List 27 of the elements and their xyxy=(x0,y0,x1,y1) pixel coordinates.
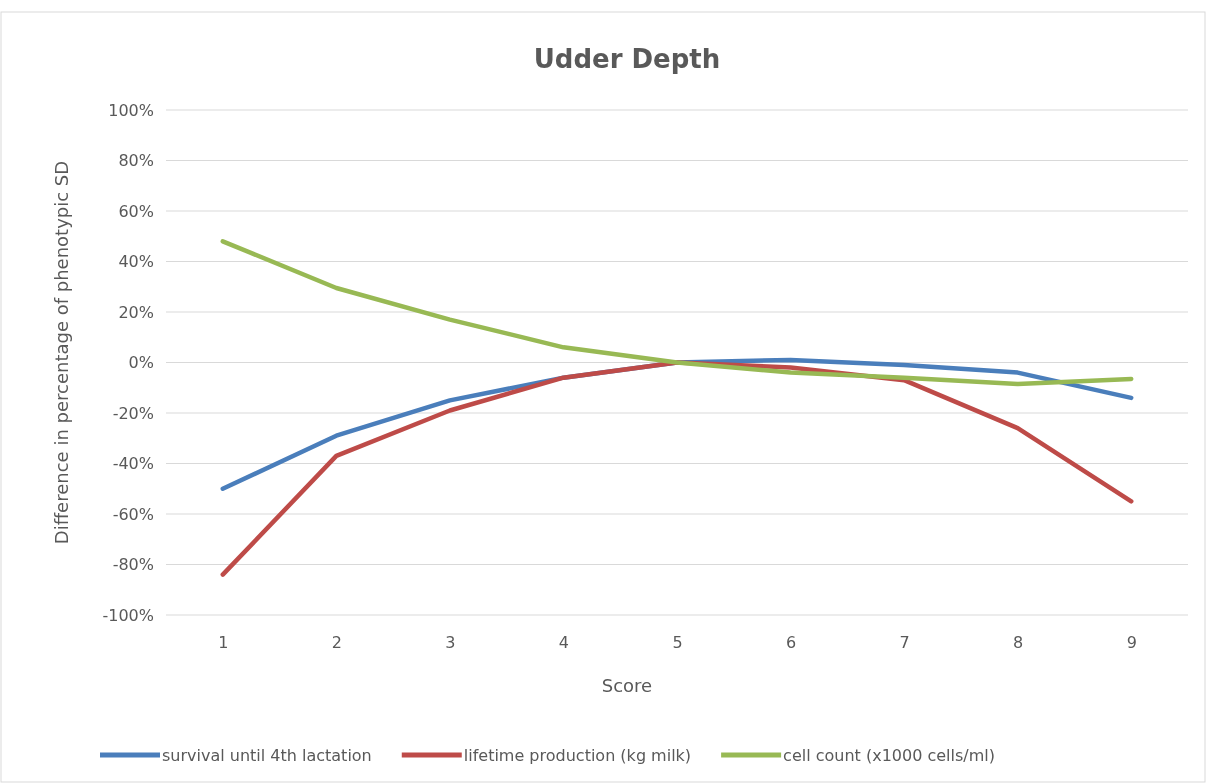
y-tick-label: -40% xyxy=(112,454,154,474)
x-tick-label: 5 xyxy=(672,633,683,653)
y-tick-label: 0% xyxy=(128,353,154,373)
x-tick-label: 9 xyxy=(1126,633,1137,653)
x-tick-label: 3 xyxy=(445,633,456,653)
y-axis-title: Difference in percentage of phenotypic SD xyxy=(51,160,72,545)
y-tick-label: -60% xyxy=(112,504,154,524)
y-tick-label: -80% xyxy=(112,555,154,575)
y-tick-label: -20% xyxy=(112,403,154,423)
y-tick-label: 80% xyxy=(118,151,154,171)
line-series xyxy=(220,239,1134,387)
x-tick-label: 4 xyxy=(558,633,570,653)
y-tick-label: -100% xyxy=(102,605,154,625)
x-tick-label: 1 xyxy=(218,633,229,653)
y-tick-label: 100% xyxy=(108,100,154,120)
legend-label: survival until 4th lactation xyxy=(162,746,372,765)
x-tick-label: 6 xyxy=(785,633,797,653)
y-tick-label: 60% xyxy=(118,201,154,221)
y-tick-label: 40% xyxy=(118,252,154,272)
y-tick-label: 20% xyxy=(118,302,154,322)
chart-title: Udder Depth xyxy=(533,44,721,74)
legend-label: lifetime production (kg milk) xyxy=(463,746,692,765)
x-axis-title: Score xyxy=(601,675,653,696)
x-tick-label: 2 xyxy=(331,633,342,653)
x-tick-label: 7 xyxy=(899,633,910,653)
legend-label: cell count (x1000 cells/ml) xyxy=(783,746,995,765)
x-tick-label: 8 xyxy=(1013,633,1024,653)
